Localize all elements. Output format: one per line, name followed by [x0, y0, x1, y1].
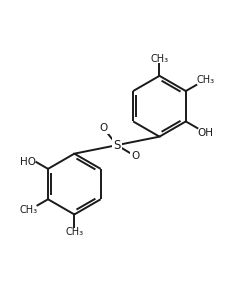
Text: CH₃: CH₃: [19, 205, 37, 215]
Text: S: S: [113, 139, 121, 152]
Text: CH₃: CH₃: [196, 75, 215, 85]
Text: O: O: [131, 151, 139, 161]
Text: HO: HO: [20, 157, 36, 167]
Text: CH₃: CH₃: [65, 227, 83, 237]
Text: CH₃: CH₃: [150, 54, 169, 64]
Text: OH: OH: [197, 128, 213, 138]
Text: O: O: [99, 123, 108, 133]
